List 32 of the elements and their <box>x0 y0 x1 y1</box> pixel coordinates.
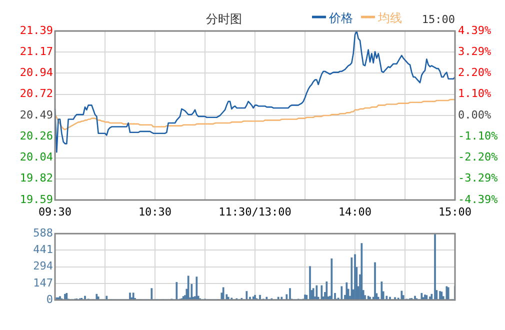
y-tick-label: 588 <box>33 226 53 240</box>
y2-tick-label: -2.20% <box>458 150 498 164</box>
y-tick-label: 20.04 <box>20 150 54 164</box>
y-tick-label: 21.17 <box>20 44 53 58</box>
y2-tick-label: -3.29% <box>458 172 498 185</box>
y-tick-label: 20.26 <box>20 129 53 142</box>
x-tick-label: 15:00 <box>438 205 472 218</box>
legend-label: 均线 <box>377 11 402 26</box>
y2-tick-label: 2.20% <box>458 66 492 80</box>
chart-title: 分时图 <box>206 12 242 26</box>
y-tick-label: 20.94 <box>20 66 54 80</box>
y-tick-label: 0 <box>46 292 53 306</box>
y2-tick-label: 3.29% <box>458 45 492 58</box>
x-tick-label: 11:30/13:00 <box>218 205 292 218</box>
text: 15:00 <box>422 12 455 26</box>
y-tick-label: 20.49 <box>20 108 53 122</box>
x-tick-label: 10:30 <box>138 205 172 218</box>
y-tick-label: 294 <box>33 260 54 273</box>
y-tick-label: 19.82 <box>20 172 53 185</box>
y-tick-label: 441 <box>33 243 53 256</box>
legend-label: 价格 <box>328 11 353 26</box>
y2-tick-label: 4.39% <box>458 24 492 37</box>
x-tick-label: 14:00 <box>338 205 372 218</box>
y2-tick-label: 1.10% <box>458 87 492 100</box>
y-tick-label: 147 <box>33 276 53 290</box>
x-tick-label: 09:30 <box>38 205 72 218</box>
y2-tick-label: 0.00% <box>458 108 492 122</box>
y-tick-label: 21.39 <box>20 24 53 37</box>
y2-tick-label: -4.39% <box>458 192 498 206</box>
y-tick-label: 20.72 <box>20 87 53 100</box>
y2-tick-label: -1.10% <box>458 130 498 143</box>
y-tick-label: 19.59 <box>20 192 53 206</box>
